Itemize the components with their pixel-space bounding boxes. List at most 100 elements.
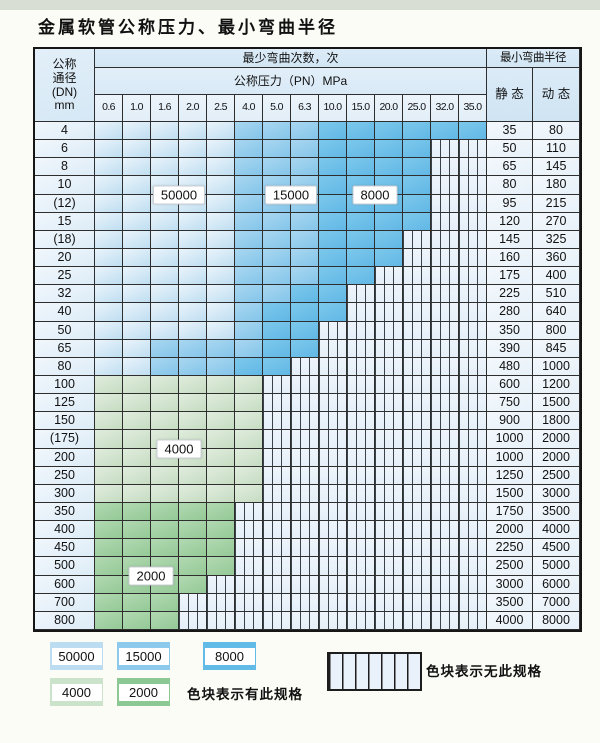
dn-cell: 350	[35, 502, 95, 522]
cell-spec-b1	[179, 122, 207, 141]
header-pressure-tick: 6.3	[291, 95, 319, 122]
legend-label: 8000	[204, 647, 255, 665]
cell-spec-g1	[151, 394, 179, 413]
cell-spec-g2	[95, 611, 123, 630]
cell-no-spec	[263, 502, 291, 522]
cell-spec-b3	[319, 158, 347, 177]
cell-spec-g2	[151, 521, 179, 540]
dynamic-radius-cell: 1800	[533, 412, 580, 431]
table-overlay-label-50000: 50000	[152, 185, 206, 205]
legend-label: 50000	[51, 647, 102, 665]
cell-spec-g2	[179, 521, 207, 540]
cell-spec-b1	[95, 339, 123, 358]
cell-spec-b1	[207, 321, 235, 340]
cell-spec-b1	[95, 230, 123, 249]
cell-spec-b2	[179, 339, 207, 358]
cell-no-spec	[319, 521, 347, 540]
cell-spec-g1	[95, 466, 123, 485]
top-strip	[0, 0, 600, 10]
cell-no-spec	[431, 140, 459, 159]
dynamic-radius-cell: 7000	[533, 593, 580, 612]
table-overlay-label-15000: 15000	[264, 185, 318, 205]
dn-cell: 50	[35, 321, 95, 340]
cell-no-spec	[375, 593, 403, 612]
cell-spec-g1	[123, 375, 151, 395]
cell-no-spec	[347, 502, 375, 522]
cell-spec-g1	[179, 375, 207, 395]
dn-cell: 8	[35, 158, 95, 177]
cell-spec-b3	[403, 140, 431, 159]
cell-no-spec	[291, 521, 319, 540]
cell-spec-g1	[207, 430, 235, 449]
dn-cell: 4	[35, 122, 95, 141]
cell-no-spec	[459, 412, 487, 431]
cell-spec-b3	[263, 303, 291, 322]
static-radius-cell: 175	[487, 267, 533, 286]
cell-spec-b3	[291, 303, 319, 322]
cell-spec-b1	[207, 122, 235, 141]
cell-spec-g2	[95, 593, 123, 612]
cell-spec-g1	[95, 394, 123, 413]
cell-spec-b3	[347, 267, 375, 286]
cell-spec-b2	[235, 140, 263, 159]
cell-spec-b2	[151, 357, 179, 376]
cell-spec-b3	[291, 321, 319, 340]
cell-no-spec	[291, 448, 319, 467]
cell-no-spec	[319, 557, 347, 576]
legend-swatch-15000: 15000	[117, 642, 170, 670]
static-radius-cell: 1500	[487, 484, 533, 503]
cell-no-spec	[263, 539, 291, 558]
cell-spec-g2	[151, 539, 179, 558]
cell-spec-g1	[179, 466, 207, 485]
cell-no-spec	[347, 303, 375, 322]
cell-no-spec	[347, 375, 375, 395]
cell-no-spec	[319, 611, 347, 630]
cell-no-spec	[375, 502, 403, 522]
cell-no-spec	[319, 412, 347, 431]
table-overlay-label-4000: 4000	[156, 439, 202, 459]
cell-no-spec	[291, 466, 319, 485]
header-min-radius: 最小弯曲半径	[487, 49, 580, 68]
dynamic-radius-cell: 4500	[533, 539, 580, 558]
cell-spec-b1	[123, 194, 151, 213]
dn-cell: 100	[35, 375, 95, 395]
cell-no-spec	[459, 375, 487, 395]
static-radius-cell: 900	[487, 412, 533, 431]
cell-no-spec	[459, 230, 487, 249]
cell-no-spec	[375, 575, 403, 594]
cell-spec-b3	[319, 176, 347, 195]
header-pressure-tick: 1.6	[151, 95, 179, 122]
cell-no-spec	[403, 430, 431, 449]
cell-spec-b1	[207, 248, 235, 268]
cell-spec-b2	[151, 339, 179, 358]
cell-no-spec	[431, 230, 459, 249]
dn-cell: 600	[35, 575, 95, 594]
cell-spec-b1	[123, 122, 151, 141]
table-overlay-label-2000: 2000	[128, 566, 174, 586]
cell-no-spec	[431, 430, 459, 449]
cell-no-spec	[291, 484, 319, 503]
cell-spec-g2	[95, 521, 123, 540]
static-radius-cell: 160	[487, 248, 533, 268]
dynamic-radius-cell: 1200	[533, 375, 580, 395]
cell-spec-g1	[235, 375, 263, 395]
header-dn: 公称 通径 (DN) mm	[35, 49, 95, 122]
cell-spec-b3	[347, 122, 375, 141]
static-radius-cell: 280	[487, 303, 533, 322]
cell-no-spec	[459, 194, 487, 213]
cell-spec-b3	[347, 212, 375, 231]
cell-no-spec	[459, 357, 487, 376]
legend-swatch-4000: 4000	[50, 678, 103, 706]
cell-no-spec	[319, 448, 347, 467]
header-pressure: 公称压力（PN）MPa	[95, 68, 487, 95]
static-radius-cell: 120	[487, 212, 533, 231]
cell-spec-b1	[179, 212, 207, 231]
cell-no-spec	[375, 484, 403, 503]
cell-spec-b3	[375, 212, 403, 231]
cell-no-spec	[431, 557, 459, 576]
cell-no-spec	[179, 593, 207, 612]
cell-spec-g2	[179, 575, 207, 594]
cell-spec-b3	[319, 303, 347, 322]
cell-no-spec	[347, 321, 375, 340]
dn-cell: (175)	[35, 430, 95, 449]
